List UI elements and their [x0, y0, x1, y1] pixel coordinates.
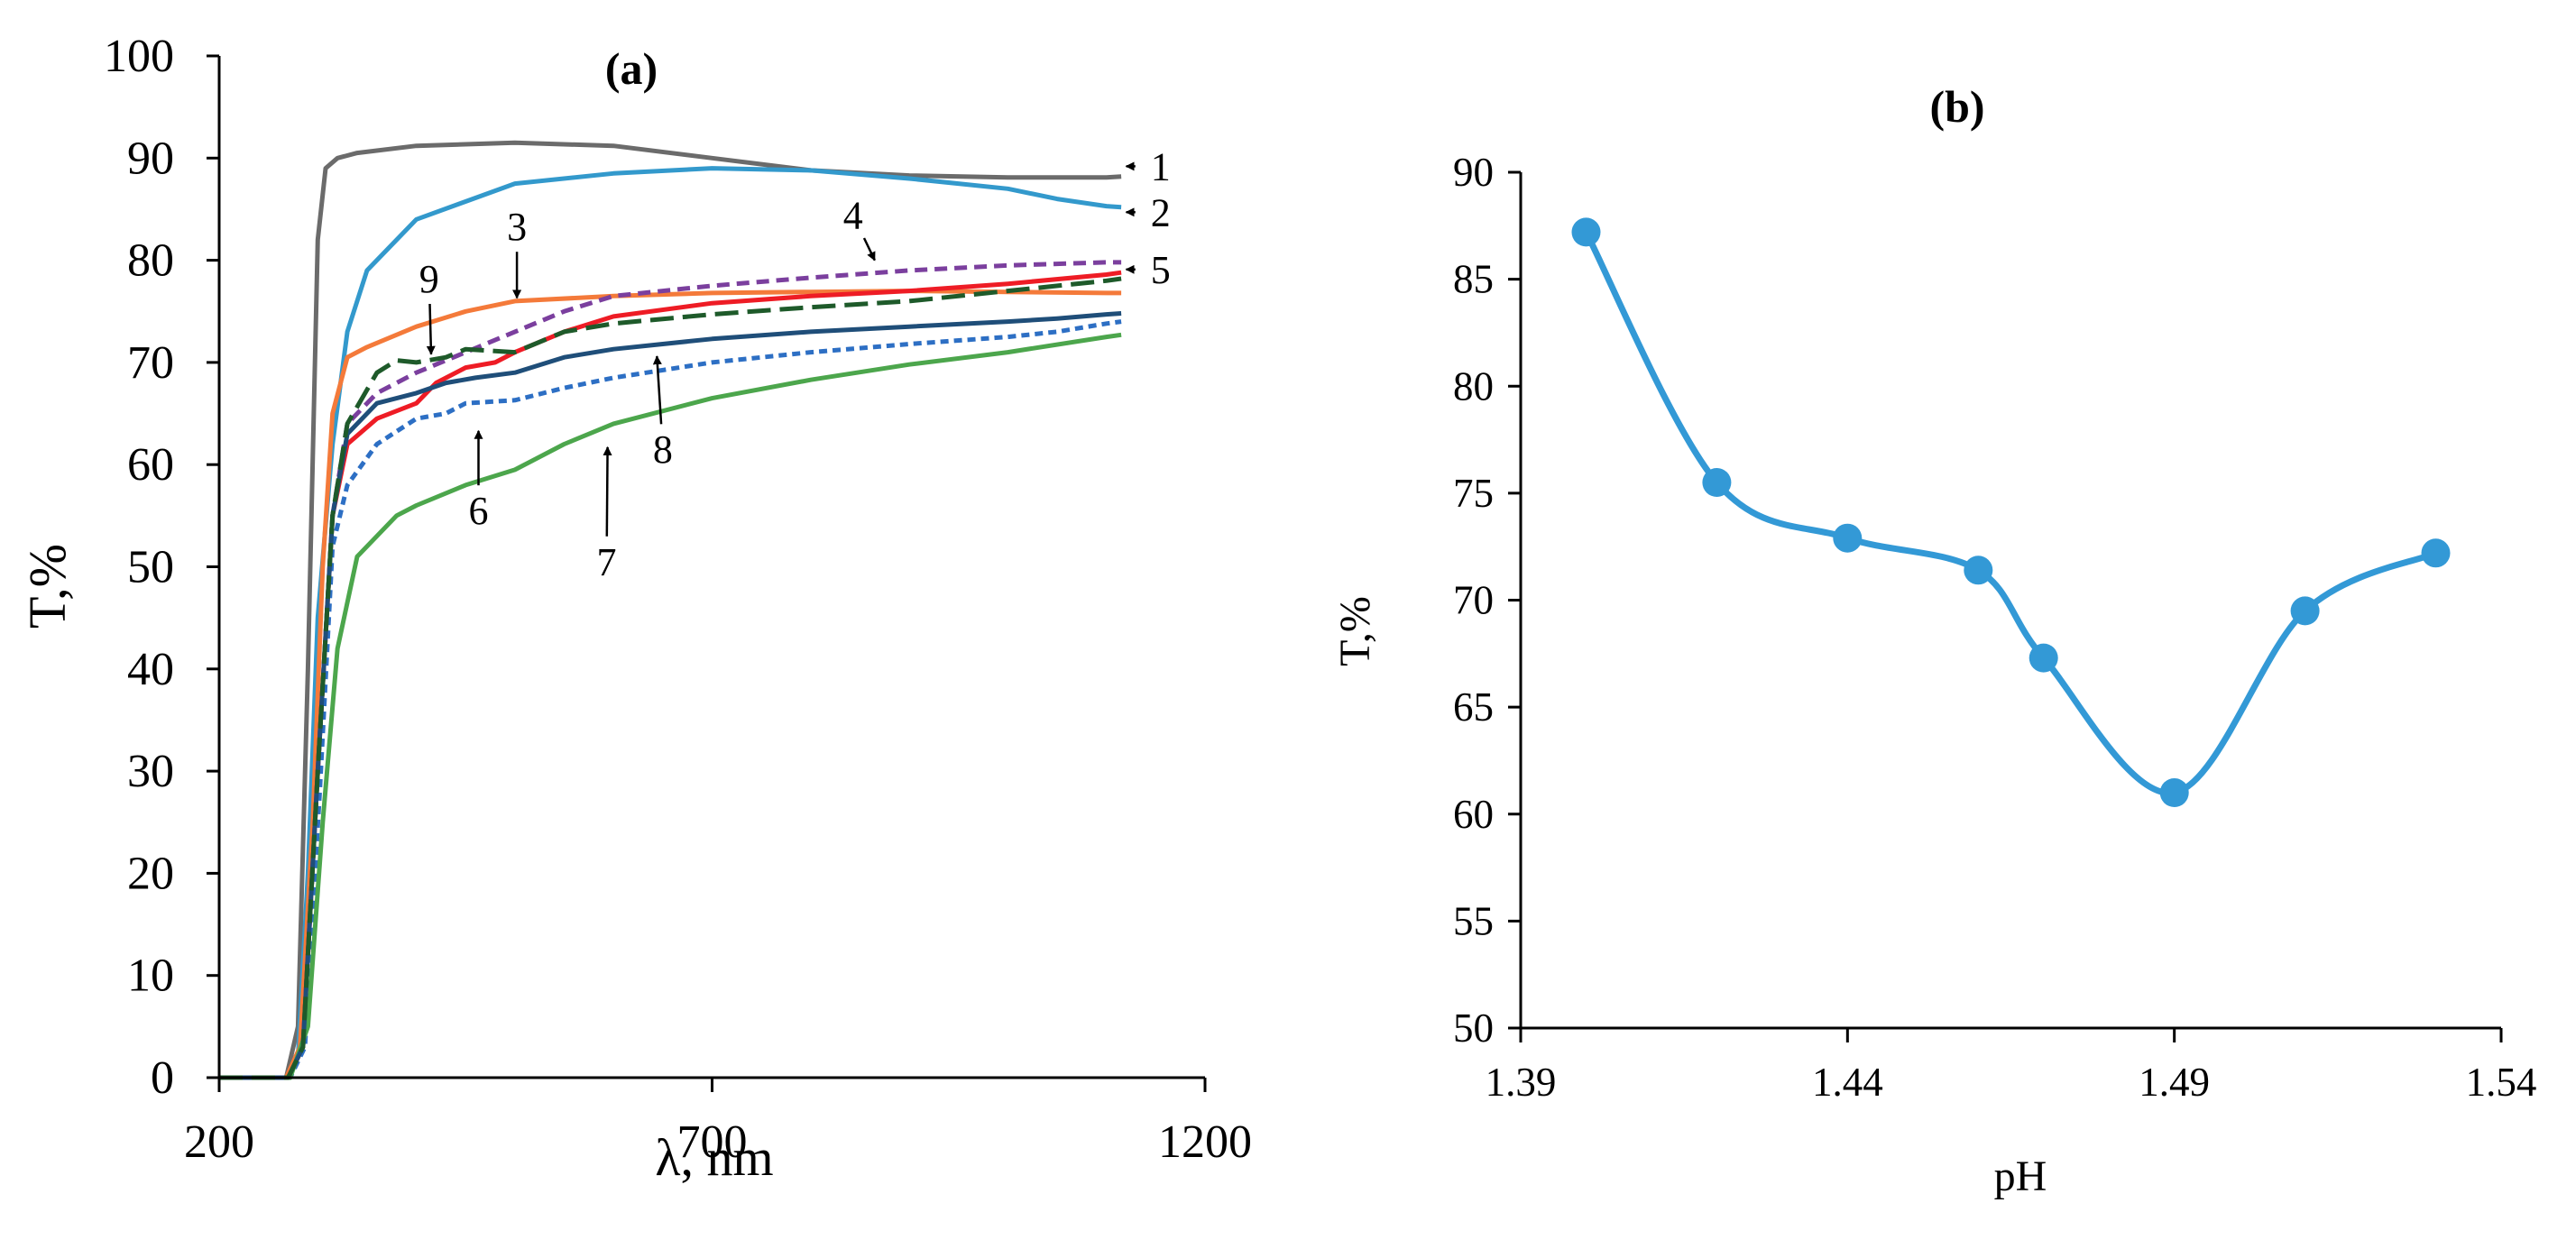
panel-b-y-tick-label: 50 — [1453, 1005, 1494, 1051]
panel-b-data-point — [1833, 523, 1863, 553]
panel-a-y-tick-label: 0 — [151, 1052, 174, 1104]
panel-a-series-2-line — [219, 166, 1122, 1080]
panel-b-y-tick-label: 80 — [1453, 363, 1494, 409]
panel-b-x-tick-label: 1.54 — [2466, 1060, 2537, 1105]
panel-b-series-line — [1583, 228, 2439, 796]
panel-a-curve-label-1: 1 — [1151, 144, 1171, 188]
panel-a-chart: (a) 0 10 20 30 40 50 60 70 80 90 100 200 700 1200 12 3… — [18, 31, 1252, 1187]
panel-a-series-1-line — [219, 140, 1122, 1080]
panel-a-y-tick-label: 30 — [127, 746, 174, 797]
panel-a-curve-label-5: 5 — [1151, 248, 1171, 292]
panel-a-y-tick-label: 10 — [127, 950, 174, 1002]
panel-a-y-tick-label: 80 — [127, 235, 174, 287]
panel-b-data-point — [2029, 643, 2058, 673]
panel-a-label-9-arrow — [426, 303, 436, 355]
panel-a-y-tick-label: 70 — [127, 337, 174, 389]
panel-a-series-8-line — [219, 311, 1122, 1080]
panel-a-title: (a) — [605, 43, 658, 94]
panel-b-data-point — [1964, 556, 1993, 585]
panel-b-data-point — [2159, 778, 2189, 807]
panel-a-label-7-arrow — [603, 445, 612, 537]
panel-a-y-axis-title: T,% — [18, 544, 77, 629]
panel-a-curve-label-2: 2 — [1151, 190, 1171, 234]
panel-b-x-axis-title: pH — [1994, 1152, 2047, 1200]
panel-a-curve-label-6: 6 — [469, 489, 489, 533]
panel-b-y-tick-label: 55 — [1453, 898, 1494, 943]
panel-a-y-tick-label: 90 — [127, 133, 174, 184]
panel-a-curve-label-7: 7 — [597, 540, 617, 584]
panel-a-x-tick-label: 1200 — [1158, 1116, 1252, 1168]
panel-a-curve-label-9: 9 — [419, 257, 439, 301]
panel-a-x-tick-label: 200 — [184, 1116, 254, 1168]
panel-b-y-tick-label: 85 — [1453, 257, 1494, 302]
panel-a-y-tick-label: 20 — [127, 848, 174, 899]
panel-b-x-tick-label: 1.49 — [2139, 1060, 2210, 1105]
panel-a-curve-label-4: 4 — [843, 194, 863, 238]
panel-a-series-6-line — [219, 319, 1122, 1080]
panel-b-chart: (b) 50 55 60 65 70 75 80 85 90 1.39 1.44 1.49 1.54 p… — [1331, 81, 2536, 1200]
panel-a-y-tick-label: 60 — [127, 439, 174, 491]
panel-b-y-tick-label: 70 — [1453, 578, 1494, 623]
panel-b-data-point — [2421, 538, 2451, 568]
panel-a-series-4-line — [219, 260, 1122, 1080]
panel-a-curve-label-3: 3 — [507, 205, 527, 249]
panel-b-y-tick-label: 75 — [1453, 471, 1494, 516]
panel-b-y-axis-title: T,% — [1331, 596, 1379, 666]
panel-a-label-8-arrow — [652, 355, 663, 425]
panel-a-series-7-line — [219, 332, 1122, 1080]
panel-b-data-point — [2290, 596, 2320, 626]
panel-b-y-tick-label: 60 — [1453, 792, 1494, 837]
panel-b-y-tick-label: 90 — [1453, 150, 1494, 195]
panel-b-x-tick-label: 1.44 — [1812, 1060, 1883, 1105]
panel-a-curve-label-8: 8 — [653, 427, 673, 472]
panel-a-y-tick-label: 40 — [127, 644, 174, 695]
panel-a-y-tick-label: 100 — [104, 31, 174, 82]
panel-b-title: (b) — [1929, 81, 1984, 132]
panel-b-y-tick-label: 65 — [1453, 684, 1494, 730]
panel-a-series-9-line — [219, 276, 1122, 1080]
panel-a-series-5-line — [219, 270, 1122, 1080]
panel-a-x-tick-label: 700 — [677, 1116, 748, 1168]
panel-b-data-point — [1571, 217, 1601, 247]
panel-b-data-point — [1702, 468, 1732, 497]
panel-a-y-tick-label: 50 — [127, 542, 174, 593]
panel-a-label-4-arrow — [862, 237, 876, 262]
panel-b-x-tick-label: 1.39 — [1486, 1060, 1557, 1105]
panel-a-x-axis-title: λ, nm — [655, 1128, 773, 1187]
